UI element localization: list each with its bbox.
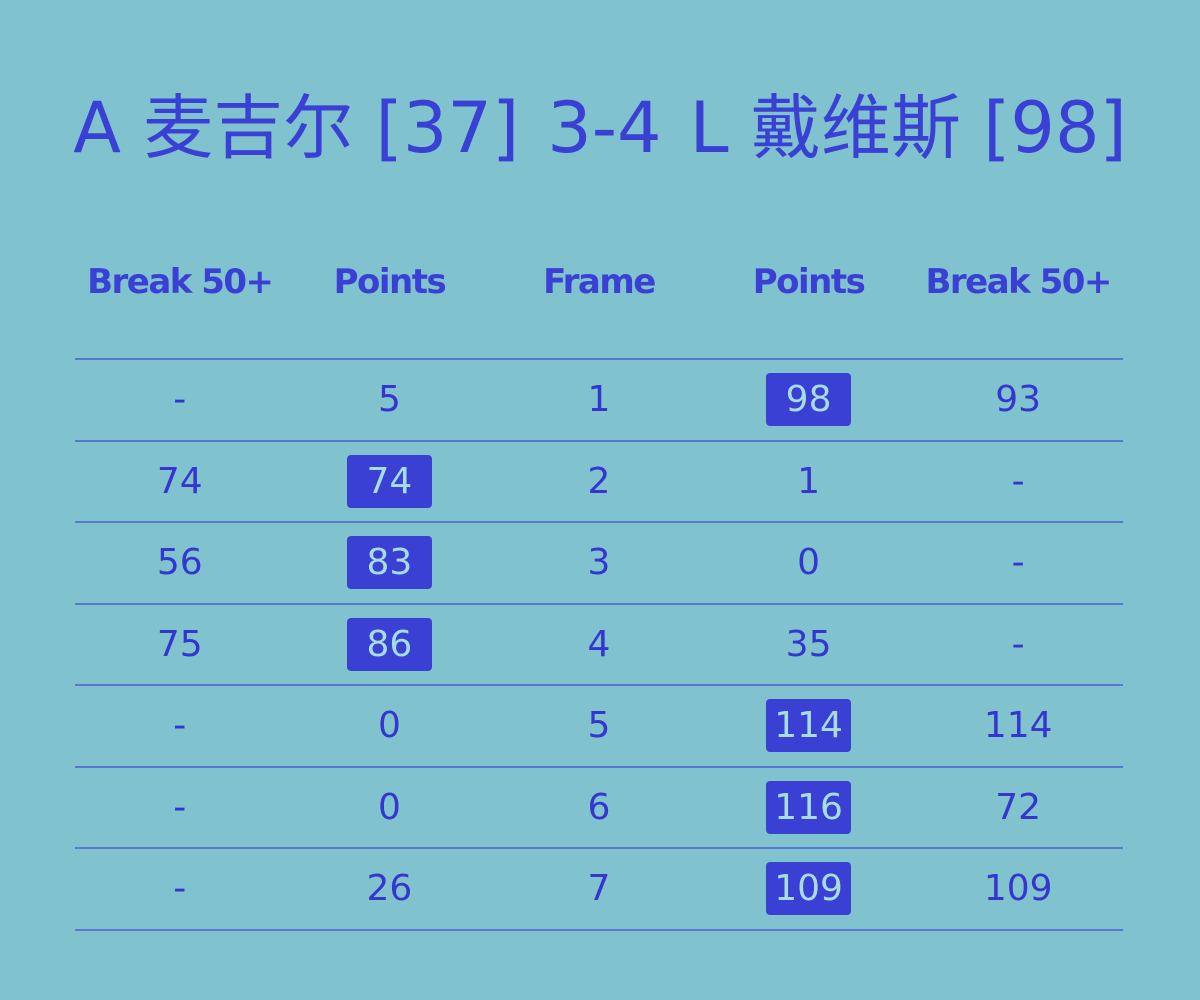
table-row: 75 86 4 35 - xyxy=(75,605,1123,686)
p1-break-cell: - xyxy=(75,868,285,909)
header-p2-break: Break 50+ xyxy=(925,262,1112,302)
winning-points-badge: 98 xyxy=(766,373,852,427)
p2-break-cell: 93 xyxy=(913,379,1123,420)
p1-break-value: - xyxy=(173,786,187,828)
p2-break-cell: 72 xyxy=(913,787,1123,828)
header-p1-points: Points xyxy=(333,262,447,302)
player1-name: A 麦吉尔 [37] xyxy=(73,87,520,169)
p1-break-cell: - xyxy=(75,705,285,746)
p1-break-cell: - xyxy=(75,787,285,828)
p1-points-cell: 26 xyxy=(285,868,495,909)
p1-points-value: 0 xyxy=(377,705,401,747)
p2-points-value: 0 xyxy=(797,542,821,584)
p1-break-value: 74 xyxy=(156,460,203,502)
p2-break-cell: 114 xyxy=(913,705,1123,746)
p2-points-value: 35 xyxy=(785,623,832,665)
p2-break-value: 114 xyxy=(983,705,1053,747)
frame-number-value: 6 xyxy=(587,786,611,828)
p2-break-value: - xyxy=(1011,542,1025,584)
frame-number-value: 5 xyxy=(587,705,611,747)
frame-number-value: 2 xyxy=(587,460,611,502)
p1-points-cell: 0 xyxy=(285,787,495,828)
frame-number-cell: 2 xyxy=(494,461,704,502)
p2-points-cell: 1 xyxy=(704,461,914,502)
p2-break-value: - xyxy=(1011,623,1025,665)
winning-points-badge: 86 xyxy=(346,617,432,671)
header-p2-points: Points xyxy=(752,262,866,302)
p2-points-cell: 109 xyxy=(704,862,914,916)
p1-break-cell: - xyxy=(75,379,285,420)
match-title: A 麦吉尔 [37] 3-4 L 戴维斯 [98] xyxy=(0,72,1200,173)
p1-points-cell: 86 xyxy=(285,617,495,671)
frame-number-cell: 3 xyxy=(494,542,704,583)
p1-points-value: 26 xyxy=(366,868,413,910)
p2-break-value: - xyxy=(1011,460,1025,502)
p1-break-value: - xyxy=(173,868,187,910)
frame-number-cell: 1 xyxy=(494,379,704,420)
p1-break-cell: 75 xyxy=(75,624,285,665)
winning-points-badge: 116 xyxy=(766,780,852,834)
p1-points-value: 5 xyxy=(377,379,401,421)
table-header: Break 50+ Points Frame Points Break 50+ xyxy=(75,262,1123,302)
p1-break-value: 56 xyxy=(156,542,203,584)
p1-points-value: 0 xyxy=(377,786,401,828)
winning-points-badge: 114 xyxy=(766,699,852,753)
table-row: 74 74 2 1 - xyxy=(75,442,1123,523)
p2-break-value: 72 xyxy=(995,786,1042,828)
p2-points-value: 1 xyxy=(797,460,821,502)
p1-break-value: - xyxy=(173,705,187,747)
frame-number-value: 1 xyxy=(587,379,611,421)
table-row: - 0 6 116 72 xyxy=(75,768,1123,849)
p2-points-cell: 0 xyxy=(704,542,914,583)
winning-points-badge: 109 xyxy=(766,862,852,916)
winning-points-badge: 74 xyxy=(346,454,432,508)
frame-number-cell: 6 xyxy=(494,787,704,828)
p2-break-cell: - xyxy=(913,624,1123,665)
frame-number-value: 7 xyxy=(587,868,611,910)
p1-break-value: - xyxy=(173,379,187,421)
frame-number-value: 4 xyxy=(587,623,611,665)
table-row: - 26 7 109 109 xyxy=(75,849,1123,931)
p1-points-cell: 0 xyxy=(285,705,495,746)
p2-break-cell: 109 xyxy=(913,868,1123,909)
frame-number-value: 3 xyxy=(587,542,611,584)
winning-points-badge: 83 xyxy=(346,536,432,590)
p2-break-value: 109 xyxy=(983,868,1053,910)
table-row: - 5 1 98 93 xyxy=(75,360,1123,442)
player2-name: L 戴维斯 [98] xyxy=(689,87,1127,169)
p2-points-cell: 35 xyxy=(704,624,914,665)
frames-table: - 5 1 98 93 74 74 2 1 - 56 83 3 0 - 75 86 4 35 - - 0 5 114 114 - 0… xyxy=(75,358,1123,931)
frame-number-cell: 7 xyxy=(494,868,704,909)
p2-break-cell: - xyxy=(913,461,1123,502)
p2-points-cell: 114 xyxy=(704,699,914,753)
p2-points-cell: 116 xyxy=(704,780,914,834)
p1-points-cell: 83 xyxy=(285,536,495,590)
match-score: 3-4 xyxy=(547,87,662,169)
p2-break-cell: - xyxy=(913,542,1123,583)
p1-break-cell: 56 xyxy=(75,542,285,583)
frame-number-cell: 4 xyxy=(494,624,704,665)
p2-points-cell: 98 xyxy=(704,373,914,427)
p1-points-cell: 74 xyxy=(285,454,495,508)
p1-break-value: 75 xyxy=(156,623,203,665)
p1-break-cell: 74 xyxy=(75,461,285,502)
frame-number-cell: 5 xyxy=(494,705,704,746)
table-row: 56 83 3 0 - xyxy=(75,523,1123,605)
p2-break-value: 93 xyxy=(995,379,1042,421)
p1-points-cell: 5 xyxy=(285,379,495,420)
header-p1-break: Break 50+ xyxy=(87,262,274,302)
table-row: - 0 5 114 114 xyxy=(75,686,1123,768)
header-frame: Frame xyxy=(543,262,656,302)
